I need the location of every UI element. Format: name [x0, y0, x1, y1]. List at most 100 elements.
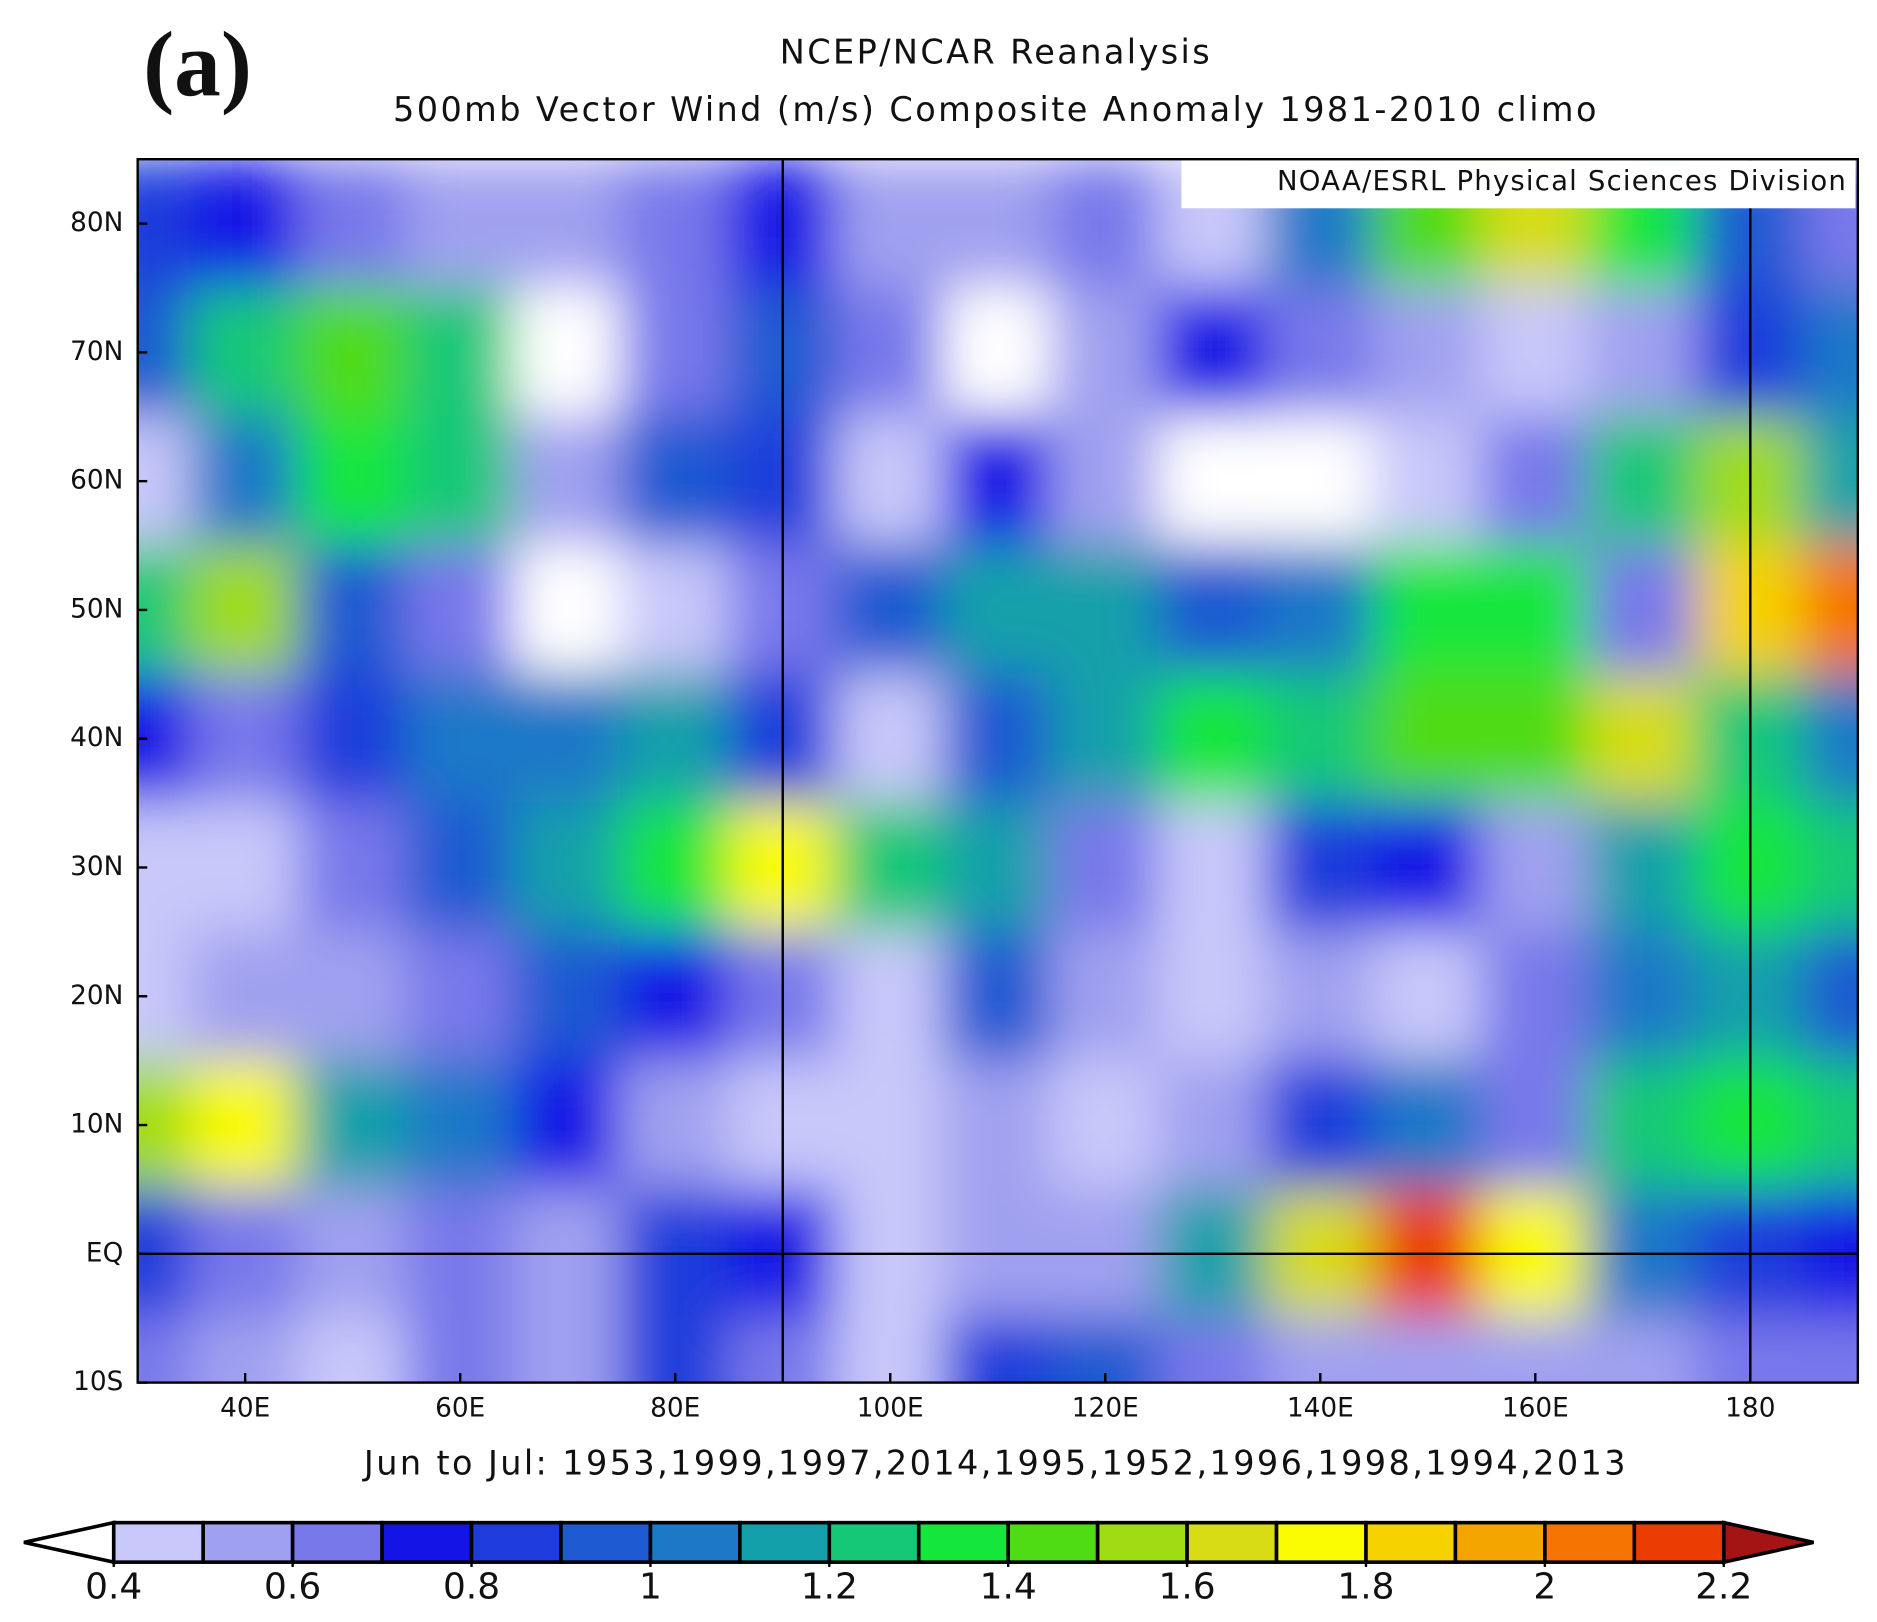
field-cell: [942, 159, 1053, 290]
field-cell: [1050, 286, 1161, 418]
field-cell: [190, 544, 301, 676]
colorbar-box: [648, 1520, 742, 1564]
colorbar-under: [23, 1520, 116, 1565]
field-cell: [405, 544, 516, 676]
field-cell: [942, 1317, 1053, 1383]
field-cell: [835, 1059, 946, 1191]
field-cell: [1587, 1059, 1698, 1191]
colorbar-tick-label: 1.8: [1337, 1566, 1394, 1607]
y-tick-label: 10S: [73, 1367, 123, 1397]
colorbar: 0.4 0.6 0.8 1 1.2 1.4 1.6 1.8 2 2.2: [23, 1520, 1814, 1607]
field-cell: [1265, 544, 1376, 676]
field-cell: [1802, 415, 1858, 547]
field-cell: [942, 286, 1053, 418]
field-cell: [512, 1317, 623, 1383]
colorbar-box: [1185, 1520, 1279, 1564]
colorbar-box: [916, 1520, 1010, 1564]
field-cell: [1050, 930, 1161, 1062]
field-cell: [1802, 286, 1858, 418]
colorbar-box: [1274, 1520, 1368, 1564]
colorbar-tick-label: 1.4: [980, 1566, 1037, 1607]
field-cell: [1802, 1059, 1858, 1191]
field-cell: [620, 930, 731, 1062]
field-cell: [1157, 544, 1268, 676]
field-cell: [190, 1317, 301, 1383]
map-frame: [136, 158, 1860, 1384]
field-cell: [1587, 286, 1698, 418]
colorbar-box: [469, 1520, 563, 1564]
field-cell: [1372, 544, 1483, 676]
field-cell: [942, 544, 1053, 676]
colorbar-tick-label: 0.8: [443, 1566, 500, 1607]
field-cell: [190, 159, 301, 290]
field-cell: [1372, 801, 1483, 934]
field-cell: [1587, 930, 1698, 1062]
field-cell: [405, 673, 516, 805]
field-cell: [835, 801, 946, 934]
field-cell: [405, 801, 516, 934]
y-tick-label: 10N: [70, 1110, 123, 1140]
colorbar-tick-label: 2: [1533, 1566, 1556, 1607]
field-cell: [1157, 1059, 1268, 1191]
field-cell: [1587, 415, 1698, 547]
y-tick-label: EQ: [86, 1238, 123, 1268]
field-cell: [1157, 801, 1268, 934]
y-tick-label: 50N: [70, 594, 123, 624]
colorbar-tick-label: 1.2: [801, 1566, 858, 1607]
field-cell: [297, 1059, 408, 1191]
field-cell: [1157, 673, 1268, 805]
field-cell: [297, 801, 408, 934]
field-cell: [1587, 673, 1698, 805]
colorbar-tick-label: 0.6: [264, 1566, 321, 1607]
field-cell: [942, 801, 1053, 934]
colorbar-box: [1632, 1520, 1726, 1564]
colorbar-box: [1543, 1520, 1637, 1564]
field-cell: [1265, 801, 1376, 934]
grid: [137, 159, 1858, 1383]
field-cell: [1480, 1317, 1591, 1383]
field-cell: [1265, 286, 1376, 418]
field-cell: [297, 930, 408, 1062]
field-cell: [512, 1059, 623, 1191]
field-cell: [1480, 286, 1591, 418]
field-cell: [1050, 1317, 1161, 1383]
field-cell: [835, 415, 946, 547]
field-cell: [942, 930, 1053, 1062]
colorbar-box: [1453, 1520, 1547, 1564]
field-cell: [620, 801, 731, 934]
field-cell: [405, 1059, 516, 1191]
field-cell: [620, 1059, 731, 1191]
x-tick-label: 180: [1725, 1393, 1775, 1423]
colorbar-box: [1364, 1520, 1458, 1564]
field-cell: [190, 930, 301, 1062]
field-cell: [835, 286, 946, 418]
colorbar-box: [111, 1520, 205, 1564]
field-cell: [1265, 1317, 1376, 1383]
field-cell: [1372, 673, 1483, 805]
colorbar-box: [201, 1520, 295, 1564]
y-tick-label: 70N: [70, 337, 123, 367]
field-cell: [1802, 801, 1858, 934]
field-cell: [835, 159, 946, 290]
field-cell: [405, 286, 516, 418]
field-cell: [835, 930, 946, 1062]
field-cell: [512, 673, 623, 805]
x-tick-label: 40E: [220, 1393, 270, 1423]
colorbar-box: [559, 1520, 653, 1564]
colorbar-box: [1095, 1520, 1189, 1564]
x-tick-label: 160E: [1502, 1393, 1569, 1423]
field-cell: [942, 673, 1053, 805]
field-cell: [620, 159, 731, 290]
subtitle: 500mb Vector Wind (m/s) Composite Anomal…: [393, 90, 1599, 129]
field-cell: [297, 159, 408, 290]
field-cell: [190, 1059, 301, 1191]
field-cell: [1480, 1059, 1591, 1191]
x-tick-label: 120E: [1072, 1393, 1139, 1423]
field-cell: [190, 415, 301, 547]
colorbar-box: [827, 1520, 921, 1564]
field-cell: [1480, 673, 1591, 805]
credit-box: [1181, 160, 1856, 209]
field-cell: [297, 544, 408, 676]
credit: NOAA/ESRL Physical Sciences Division: [1277, 165, 1847, 197]
